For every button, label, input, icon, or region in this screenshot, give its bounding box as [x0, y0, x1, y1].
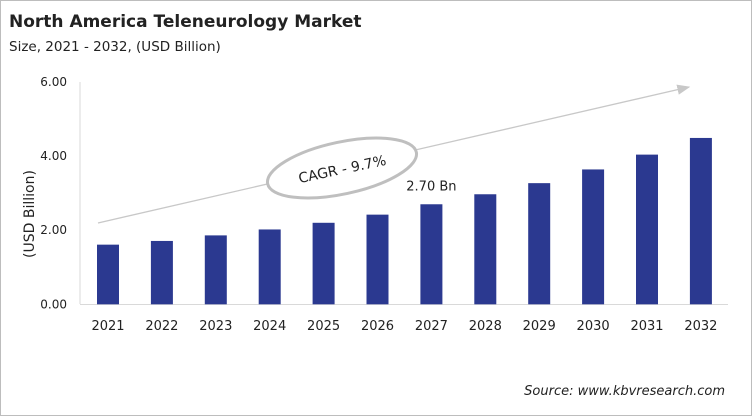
x-tick-label: 2029 — [523, 319, 556, 334]
y-tick-label: 2.00 — [40, 223, 67, 237]
y-axis-label: (USD Billion) — [22, 170, 38, 258]
x-tick-label: 2021 — [91, 319, 124, 334]
x-tick-label: 2028 — [469, 319, 502, 334]
source-note: Source: www.kbvresearch.com — [524, 384, 725, 399]
cagr-ellipse — [265, 136, 419, 200]
bar-2027 — [420, 204, 443, 305]
bar-2029 — [528, 183, 551, 305]
x-tick-label: 2024 — [253, 319, 286, 334]
bar-2030 — [582, 169, 605, 305]
bar-2024 — [258, 229, 281, 305]
bar-2026 — [366, 214, 389, 305]
data-label-2027: 2.70 Bn — [406, 179, 456, 194]
y-tick-label: 0.00 — [40, 297, 67, 311]
x-tick-label: 2026 — [361, 319, 394, 334]
bar-2032 — [689, 137, 712, 305]
bar-2031 — [636, 154, 658, 305]
x-tick-label: 2025 — [307, 319, 340, 334]
chart-subtitle: Size, 2021 - 2032, (USD Billion) — [9, 39, 221, 55]
bar-2025 — [312, 222, 335, 305]
bar-2022 — [150, 240, 173, 305]
y-tick-label: 6.00 — [40, 75, 67, 89]
bar-2021 — [97, 244, 119, 305]
x-tick-label: 2023 — [199, 319, 232, 334]
chart-title: North America Teleneurology Market — [9, 12, 362, 32]
x-tick-label: 2022 — [145, 319, 178, 334]
x-tick-label: 2032 — [684, 319, 717, 334]
x-tick-label: 2031 — [630, 319, 663, 334]
x-tick-label: 2027 — [415, 319, 448, 334]
bar-2028 — [474, 194, 497, 305]
y-tick-label: 4.00 — [40, 149, 67, 163]
x-tick-label: 2030 — [577, 319, 610, 334]
bar-2023 — [204, 235, 227, 305]
